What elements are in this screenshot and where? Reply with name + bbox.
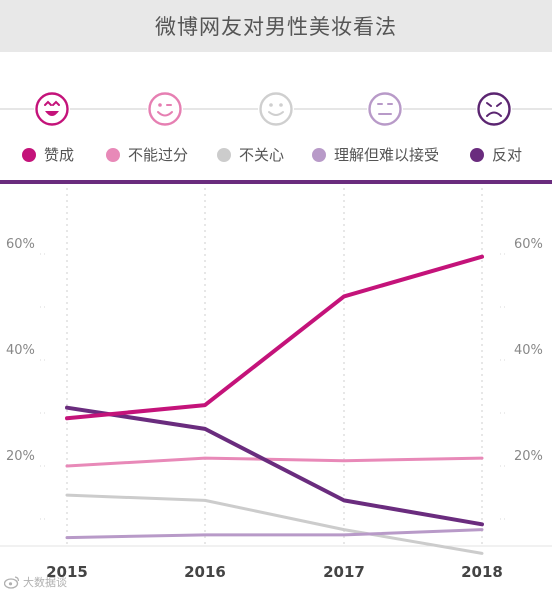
legend-swatch [312, 147, 326, 162]
y-tick-label-right: 40% [514, 343, 543, 358]
legend-label: 赞成 [44, 146, 75, 164]
legend: 赞成 不能过分 不关心 理解但难以接受 反对 [0, 144, 552, 170]
series-line-3 [65, 493, 484, 555]
series-line-5 [65, 405, 484, 527]
title-bar: 微博网友对男性美妆看法 [0, 0, 552, 52]
y-tick-label-left: 20% [6, 449, 35, 464]
frowning-face-icon [476, 91, 512, 127]
legend-swatch [106, 147, 120, 162]
legend-label: 反对 [492, 146, 523, 164]
watermark-text: 大数据谈 [23, 576, 67, 589]
legend-item-dont-care: 不关心 [217, 144, 284, 165]
x-tick-label: 2016 [184, 563, 226, 581]
legend-item-understand: 理解但难以接受 [312, 144, 439, 165]
x-tick-label: 2018 [461, 563, 503, 581]
y-tick-label-right: 20% [514, 449, 543, 464]
watermark: 大数据谈 [4, 574, 67, 590]
legend-label: 不能过分 [128, 146, 189, 164]
weibo-logo-icon [4, 576, 20, 589]
y-tick-label-left: 40% [6, 343, 35, 358]
series-line-1 [65, 254, 484, 421]
legend-label: 不关心 [239, 146, 285, 164]
legend-item-oppose: 反对 [470, 144, 522, 165]
x-tick-label: 2015 [46, 563, 88, 581]
y-tick-label-left: 60% [6, 237, 35, 252]
chart-title: 微博网友对男性美妆看法 [155, 15, 397, 39]
legend-swatch [217, 147, 231, 162]
series-line-4 [65, 528, 484, 540]
legend-item-not-excessive: 不能过分 [106, 144, 188, 165]
series-line-2 [65, 456, 484, 468]
neutral-face-icon [367, 91, 403, 127]
y-tick-label-right: 60% [514, 237, 543, 252]
x-tick-label: 2017 [323, 563, 365, 581]
smiling-face-icon [258, 91, 294, 127]
legend-label: 理解但难以接受 [334, 146, 440, 164]
winking-face-icon [147, 91, 183, 127]
laughing-face-icon [34, 91, 70, 127]
legend-swatch [22, 147, 36, 162]
header-rule [0, 180, 552, 184]
line-chart: 20% 20% 40% 40% 60% 60% 2015 2016 2017 2018 [0, 188, 552, 581]
legend-item-approve: 赞成 [22, 144, 74, 165]
legend-swatch [470, 147, 484, 162]
